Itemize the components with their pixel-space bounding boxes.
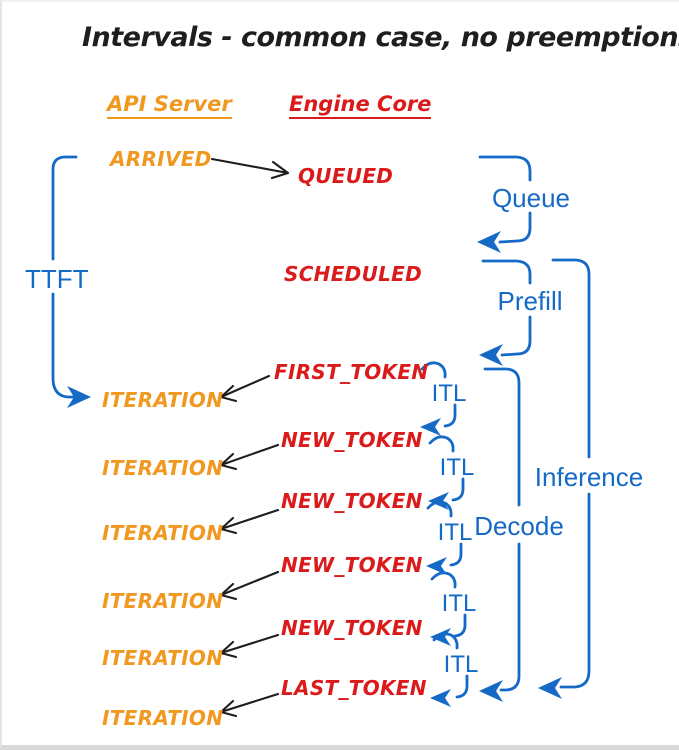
diagram-title: Intervals - common case, no preemptions [82,22,679,53]
event-iteration-6: ITERATION [102,706,224,730]
event-iteration-4: ITERATION [102,589,224,613]
event-new-token-2: NEW_TOKEN [281,489,423,513]
arrow-new-token1-to-iteration [219,443,280,471]
itl-bracket-3 [426,500,463,575]
queue-arrowhead-icon [477,231,501,253]
interval-label-inference: Inference [534,462,644,492]
event-new-token-4: NEW_TOKEN [281,616,423,640]
inference-bracket [538,258,591,699]
interval-label-queue: Queue [491,183,571,213]
arrow-first-token-to-iteration [219,374,271,403]
decode-arrowhead-icon [479,680,503,702]
interval-label-ttft: TTFT [25,264,89,294]
inference-arrowhead-icon [538,677,562,699]
event-first-token: FIRST_TOKEN [274,360,429,384]
ttft-arrowhead-icon [67,386,91,408]
column-header-api-server: API Server [107,92,232,119]
event-iteration-3: ITERATION [102,521,224,545]
arrow-last-token-to-iteration [219,692,280,718]
arrow-arrived-to-queued [210,157,290,180]
event-iteration-2: ITERATION [102,456,224,480]
queue-bracket [477,155,532,253]
interval-label-decode: Decode [474,511,564,541]
interval-label-itl-5: ITL [443,651,479,678]
interval-label-itl-1: ITL [431,380,467,407]
interval-label-itl-4: ITL [441,590,477,617]
prefill-bracket [479,259,532,366]
event-last-token: LAST_TOKEN [281,676,427,700]
itl-arrowhead-icon [420,418,441,436]
itl-arrowhead-icon [430,689,451,707]
column-header-engine-core: Engine Core [289,92,432,119]
prefill-arrowhead-icon [479,344,503,366]
event-arrived: ARRIVED [110,147,212,171]
interval-label-prefill: Prefill [497,286,563,316]
event-new-token-3: NEW_TOKEN [281,553,423,577]
ttft-bracket [51,155,91,408]
arrow-new-token4-to-iteration [219,633,280,659]
interval-label-itl-2: ITL [439,454,475,481]
itl-bracket-5 [430,632,469,707]
itl-bracket-1 [420,361,457,436]
interval-label-itl-3: ITL [437,519,473,546]
event-scheduled: SCHEDULED [284,262,423,286]
arrow-new-token3-to-iteration [219,570,280,601]
itl-arrowhead-icon [426,557,447,575]
itl-arrowhead-icon [430,628,451,646]
event-iteration-5: ITERATION [102,646,224,670]
event-iteration-1: ITERATION [102,388,224,412]
event-new-token-1: NEW_TOKEN [281,428,423,452]
arrow-new-token2-to-iteration [219,508,280,535]
event-queued: QUEUED [298,164,394,188]
decode-bracket [479,367,521,702]
